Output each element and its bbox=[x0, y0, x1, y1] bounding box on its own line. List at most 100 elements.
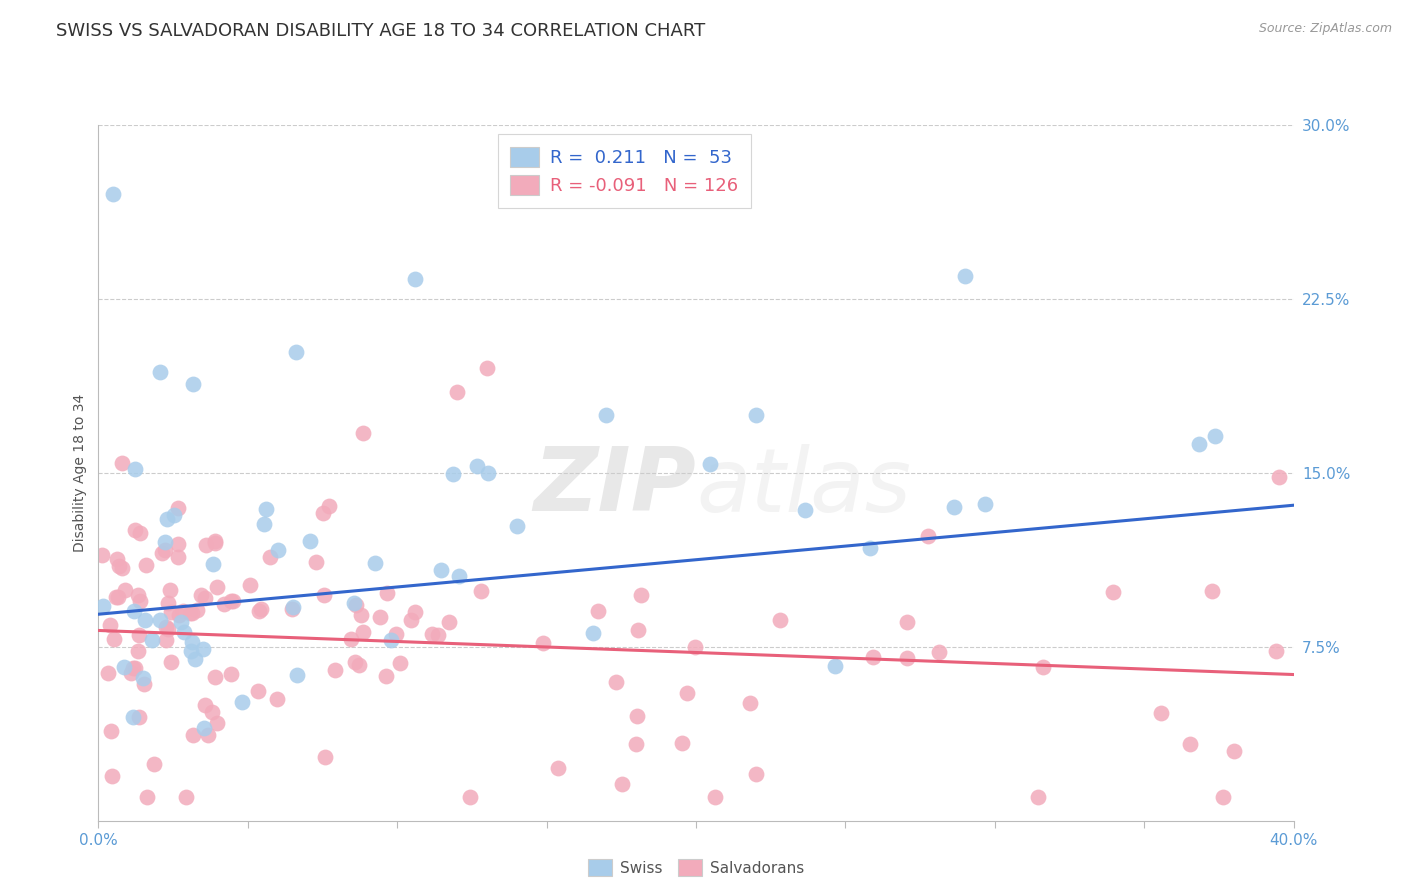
Point bbox=[859, 541, 882, 555]
Point bbox=[285, 668, 308, 682]
Point bbox=[281, 599, 304, 614]
Point bbox=[122, 710, 145, 724]
Point bbox=[128, 710, 150, 724]
Point bbox=[1032, 660, 1054, 674]
Point bbox=[465, 458, 488, 473]
Point bbox=[470, 584, 492, 599]
Point bbox=[186, 603, 208, 617]
Point bbox=[108, 558, 131, 573]
Point bbox=[107, 590, 129, 604]
Point bbox=[221, 666, 243, 681]
Point bbox=[100, 724, 122, 739]
Point bbox=[205, 580, 228, 594]
Point bbox=[173, 625, 195, 640]
Point bbox=[105, 552, 128, 566]
Point bbox=[134, 613, 156, 627]
Point bbox=[201, 705, 224, 719]
Point bbox=[156, 623, 179, 637]
Point bbox=[194, 698, 217, 712]
Point bbox=[181, 377, 204, 392]
Point bbox=[942, 500, 965, 514]
Point bbox=[124, 461, 146, 475]
Point bbox=[167, 537, 190, 551]
Point bbox=[163, 508, 186, 523]
Point bbox=[347, 658, 370, 673]
Point bbox=[97, 666, 120, 681]
Point bbox=[368, 610, 391, 624]
Point bbox=[174, 790, 197, 805]
Point bbox=[595, 408, 617, 422]
Point bbox=[129, 594, 152, 608]
Point bbox=[343, 655, 366, 669]
Point bbox=[246, 684, 269, 698]
Point bbox=[624, 737, 647, 751]
Point bbox=[627, 623, 650, 637]
Point bbox=[204, 533, 226, 548]
Point bbox=[441, 467, 464, 482]
Point bbox=[101, 769, 124, 783]
Point bbox=[364, 556, 387, 570]
Point bbox=[1204, 429, 1226, 443]
Point bbox=[167, 501, 190, 516]
Point bbox=[745, 408, 768, 422]
Point bbox=[212, 597, 235, 611]
Point bbox=[769, 613, 792, 627]
Point bbox=[740, 696, 762, 710]
Point bbox=[928, 645, 950, 659]
Point bbox=[475, 361, 498, 376]
Point bbox=[129, 525, 152, 540]
Point bbox=[128, 628, 150, 642]
Point bbox=[247, 604, 270, 618]
Point bbox=[204, 670, 226, 684]
Point bbox=[605, 675, 627, 690]
Point bbox=[172, 604, 194, 618]
Point bbox=[135, 790, 157, 805]
Point bbox=[675, 686, 697, 700]
Point bbox=[253, 516, 276, 531]
Point bbox=[259, 549, 281, 564]
Point bbox=[323, 664, 346, 678]
Point bbox=[266, 691, 288, 706]
Point bbox=[135, 558, 157, 573]
Point bbox=[426, 628, 449, 642]
Point bbox=[141, 632, 163, 647]
Point bbox=[439, 615, 461, 629]
Point bbox=[896, 651, 918, 665]
Point bbox=[343, 596, 366, 610]
Point bbox=[862, 649, 884, 664]
Point bbox=[305, 555, 328, 569]
Point bbox=[91, 549, 114, 563]
Point bbox=[112, 660, 135, 674]
Point bbox=[120, 666, 142, 681]
Point bbox=[581, 625, 603, 640]
Y-axis label: Disability Age 18 to 34: Disability Age 18 to 34 bbox=[73, 393, 87, 552]
Point bbox=[626, 709, 648, 723]
Point bbox=[193, 642, 215, 657]
Point bbox=[389, 657, 412, 671]
Point bbox=[122, 603, 145, 617]
Point bbox=[794, 502, 817, 516]
Point bbox=[155, 535, 177, 549]
Point bbox=[170, 615, 193, 630]
Point bbox=[460, 790, 482, 805]
Point bbox=[404, 272, 426, 286]
Point bbox=[973, 497, 995, 511]
Point bbox=[375, 668, 398, 682]
Point bbox=[404, 605, 426, 619]
Point bbox=[222, 593, 245, 607]
Point bbox=[420, 627, 443, 641]
Point bbox=[110, 457, 132, 471]
Point bbox=[318, 500, 340, 514]
Point bbox=[111, 561, 134, 575]
Point bbox=[167, 608, 190, 623]
Point bbox=[249, 602, 271, 616]
Point bbox=[446, 384, 468, 399]
Point bbox=[160, 605, 183, 619]
Point bbox=[299, 534, 322, 549]
Point bbox=[150, 545, 173, 559]
Point bbox=[105, 590, 128, 604]
Point bbox=[132, 671, 155, 685]
Point bbox=[586, 604, 609, 618]
Point bbox=[344, 598, 367, 612]
Point bbox=[630, 588, 652, 602]
